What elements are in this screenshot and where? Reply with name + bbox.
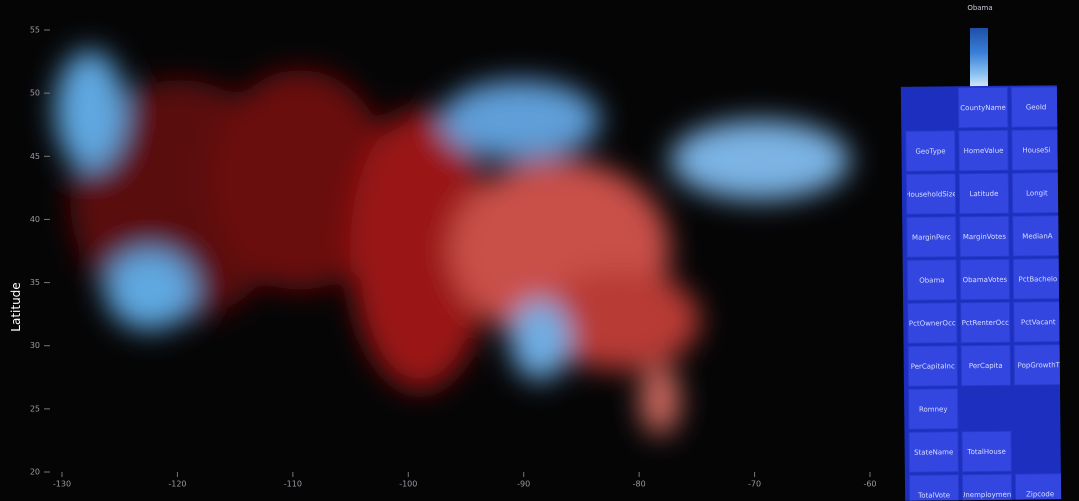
y-tick-label: 35	[30, 278, 40, 287]
field-tile[interactable]: CountyName	[958, 87, 1008, 128]
field-tile[interactable]: Obama	[907, 260, 957, 300]
field-tile[interactable]: Unemployment	[962, 474, 1012, 501]
field-tile[interactable]: Zipcode	[1015, 474, 1062, 501]
field-tile[interactable]: MedianA	[1013, 216, 1062, 256]
field-tile[interactable]: TotalVote	[909, 475, 959, 501]
x-tick-label: -80	[633, 480, 646, 489]
y-tick-label: 40	[30, 215, 40, 224]
field-tile[interactable]: StateName	[909, 432, 958, 472]
field-tile[interactable]: HouseholdSize	[906, 174, 956, 214]
field-tile[interactable]: MarginPerc	[907, 217, 956, 257]
field-tile[interactable]: Longit	[1012, 173, 1062, 213]
y-tick-label: 45	[30, 152, 40, 161]
field-tile[interactable]: ObamaVotes	[960, 259, 1010, 300]
field-tile[interactable]: PctBachelo	[1013, 259, 1062, 299]
x-tick-label: -120	[168, 480, 186, 489]
y-tick-label: 55	[30, 26, 40, 35]
x-tick-label: -130	[53, 480, 71, 489]
field-tile[interactable]: PctRenterOcc	[961, 302, 1010, 343]
field-tile[interactable]: HouseSi	[1012, 130, 1061, 170]
legend-title: Obama	[967, 4, 993, 12]
x-tick-label: -110	[284, 480, 302, 489]
field-tile[interactable]: Romney	[909, 389, 958, 429]
x-tick-label: -100	[399, 480, 417, 489]
field-tile[interactable]: PctOwnerOcc	[908, 303, 957, 343]
x-tick-label: -60	[863, 480, 876, 489]
field-tile[interactable]: MarginVotes	[960, 216, 1009, 257]
y-tick-label: 20	[30, 468, 40, 477]
y-tick-label: 50	[30, 89, 40, 98]
field-tile[interactable]: Latitude	[959, 173, 1009, 214]
x-tick-label: -70	[748, 480, 761, 489]
field-tile[interactable]: HomeValue	[959, 130, 1008, 171]
x-tick-label: -90	[517, 480, 530, 489]
field-tile[interactable]: PopGrowthT	[1014, 345, 1062, 385]
field-panel: CountyName GeoId GeoType HomeValue HouseSi Ho…	[900, 85, 1062, 501]
map-texture	[55, 50, 850, 435]
field-tile[interactable]: PerCapitaInc	[908, 346, 957, 386]
legend-color-bar	[970, 28, 988, 90]
y-axis-label: Latitude	[9, 282, 23, 332]
field-tile[interactable]: GeoType	[906, 131, 955, 171]
field-tile[interactable]: GeoId	[1011, 87, 1061, 127]
field-tile[interactable]: TotalHouse	[962, 431, 1011, 472]
y-tick-label: 30	[30, 341, 40, 350]
field-tile[interactable]: PerCapita	[961, 345, 1010, 386]
y-tick-label: 25	[30, 404, 40, 413]
scatter-map: 55 50 45 40 35 30 25 20 -130 -120 -110 -100 -90 -80 -7…	[30, 26, 877, 489]
field-tile[interactable]: PctVacant	[1014, 302, 1062, 342]
